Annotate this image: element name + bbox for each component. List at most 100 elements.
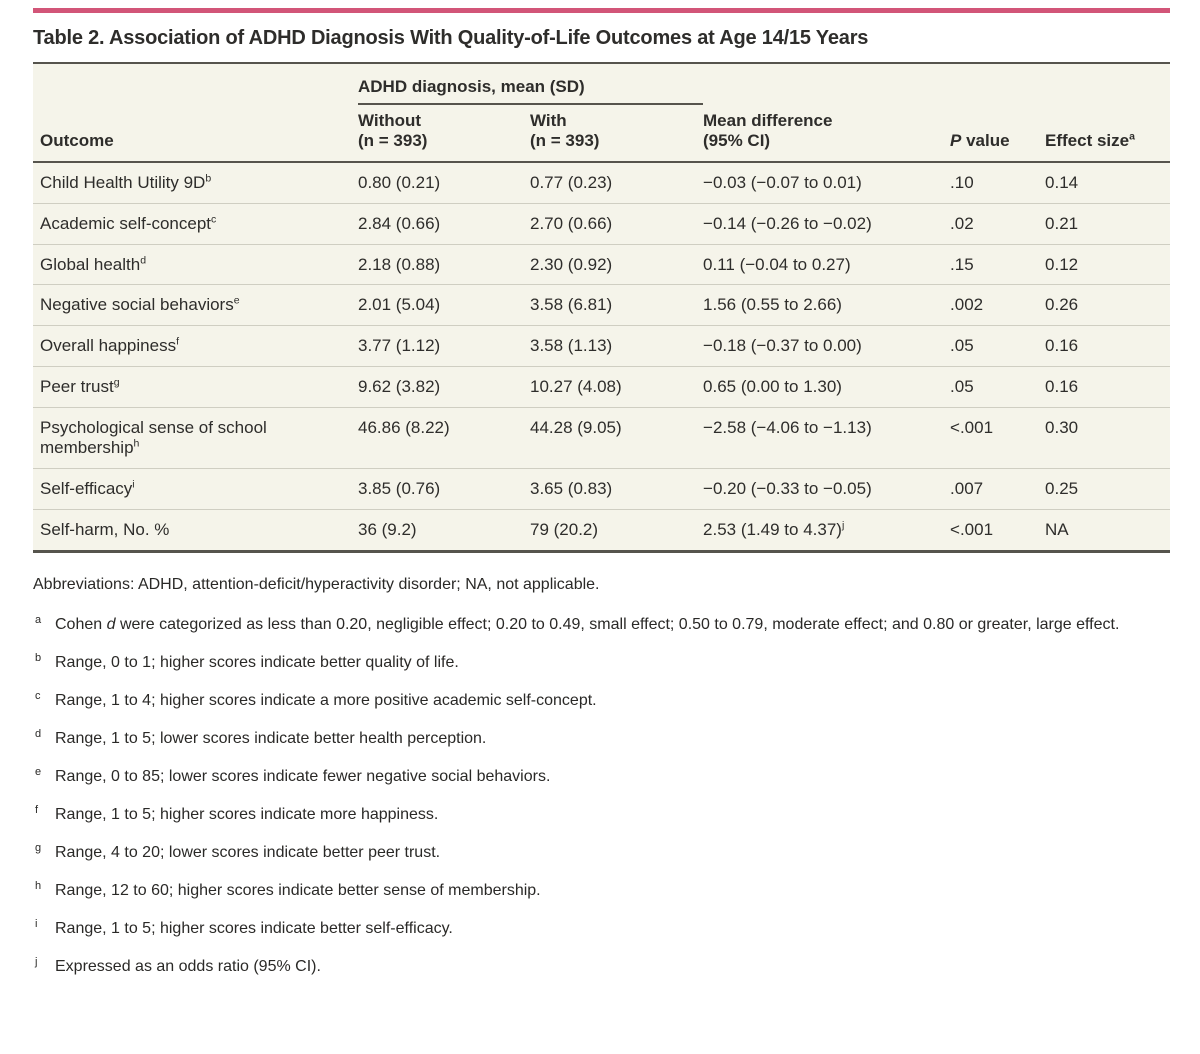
footnote-marker: b [35,651,42,664]
column-header-p-value: P value [950,103,1046,164]
column-header-without: Without (n = 393) [358,103,530,164]
outcome-cell: Self-harm, No. % [33,508,358,552]
mean-difference-cell: 1.56 (0.55 to 2.66) [703,284,951,326]
footnote-marker: f [35,804,39,817]
footnote: j Expressed as an odds ratio (95% CI). [33,956,1188,978]
mean-difference-cell: −0.20 (−0.33 to −0.05) [703,468,951,510]
effect-size-cell: 0.14 [1045,173,1079,193]
footnote: b Range, 0 to 1; higher scores indicate b… [33,652,1188,674]
without-mean-cell: 46.86 (8.22) [358,406,530,469]
without-mean-cell: 2.18 (0.88) [358,243,530,285]
without-mean-cell: 3.77 (1.12) [358,325,530,367]
p-value-cell: .15 [950,243,1046,285]
column-header-effect-size: Effect sizea [1045,103,1171,164]
article-table-block: Table 2. Association of ADHD Diagnosis W… [33,8,1171,978]
p-value-cell: .02 [950,202,1046,245]
outcome-cell: Psychological sense of school membership… [33,406,358,469]
outcome-cell: Child Health Utility 9Db [40,172,212,193]
footnote-marker: g [35,842,42,855]
effect-size-cell: 0.30 [1045,406,1171,469]
table-row: Global healthd 2.18 (0.88) 2.30 (0.92) 0.11… [33,243,1171,285]
footnotes: Abbreviations: ADHD, attention-deficit/h… [33,574,1188,979]
without-mean-cell: 36 (9.2) [358,508,530,552]
p-value-cell: <.001 [950,406,1046,469]
footnote-text: Range, 1 to 5; higher scores indicate be… [55,920,453,938]
footnote-text: Range, 1 to 5; lower scores indicate bet… [55,729,487,747]
abbreviations-note: Abbreviations: ADHD, attention-deficit/h… [33,575,600,593]
footnote-text: Range, 12 to 60; higher scores indicate … [55,882,541,900]
mean-difference-cell: 2.53 (1.49 to 4.37)j [703,508,951,552]
footnote-text: Range, 0 to 85; lower scores indicate fe… [55,767,551,785]
table-row: Negative social behaviorse 2.01 (5.04) 3.5… [33,284,1171,326]
effect-size-cell: 0.21 [1045,202,1171,245]
footnote: c Range, 1 to 4; higher scores indicate a… [33,690,1188,712]
without-mean-cell: 9.62 (3.82) [358,365,530,408]
outcome-cell: Negative social behaviorse [33,284,358,326]
p-value-cell: .05 [950,365,1046,408]
footnote: a Cohen d were categorized as less than 0… [33,614,1188,636]
table-row: Peer trustg 9.62 (3.82) 10.27 (4.08) 0.65 (… [33,365,1171,408]
effect-size-cell: 0.26 [1045,284,1171,326]
spanner-empty-cell [33,63,358,104]
with-mean-cell: 44.28 (9.05) [530,406,704,469]
with-mean-cell: 3.58 (1.13) [530,325,704,367]
column-group-header-adhd-diagnosis: ADHD diagnosis, mean (SD) [358,63,704,105]
effect-size-cell: NA [1045,508,1171,552]
mean-difference-cell: −0.03 (−0.07 to 0.01) [703,173,862,193]
footnote-marker: c [35,689,41,702]
footnote-marker: e [35,765,42,778]
mean-difference-cell: −0.14 (−0.26 to −0.02) [703,202,951,245]
mean-difference-cell: −0.18 (−0.37 to 0.00) [703,325,951,367]
footnote-text: Cohen d were categorized as less than 0.… [55,615,1120,633]
footnote-text: Range, 4 to 20; lower scores indicate be… [55,844,441,862]
footnote-marker: a [35,613,42,626]
with-mean-cell: 79 (20.2) [530,508,704,552]
with-mean-cell: 2.70 (0.66) [530,202,704,245]
table-row: Academic self-conceptc 2.84 (0.66) 2.70 (0… [33,202,1171,245]
footnote-marker: j [35,956,38,969]
outcome-cell: Peer trustg [33,365,358,408]
outcome-cell: Global healthd [33,243,358,285]
without-mean-cell: 2.84 (0.66) [358,202,530,245]
column-header-outcome: Outcome [33,103,358,164]
footnote: d Range, 1 to 5; lower scores indicate be… [33,728,1188,750]
outcome-cell: Overall happinessf [33,325,358,367]
footnote: i Range, 1 to 5; higher scores indicate b… [33,918,1188,940]
effect-size-cell: 0.16 [1045,325,1171,367]
p-value-cell: .007 [950,468,1046,510]
column-header-mean-difference: Mean difference (95% CI) [703,103,951,164]
footnote-text: Range, 1 to 5; higher scores indicate mo… [55,806,439,824]
footnote-marker: i [35,918,38,931]
table-header: ADHD diagnosis, mean (SD) Outcome Withou… [33,63,1171,164]
mean-difference-cell: −2.58 (−4.06 to −1.13) [703,406,951,469]
column-header-with: With (n = 393) [530,103,704,164]
mean-difference-cell: 0.65 (0.00 to 1.30) [703,365,951,408]
footnote-marker: d [35,727,42,740]
p-value-cell: .05 [950,325,1046,367]
footnote: e Range, 0 to 85; lower scores indicate f… [33,766,1188,788]
with-mean-cell: 0.77 (0.23) [530,173,613,193]
footnote-text: Range, 1 to 4; higher scores indicate a … [55,691,597,709]
without-mean-cell: 2.01 (5.04) [358,284,530,326]
effect-size-cell: 0.16 [1045,365,1171,408]
column-header-row: Outcome Without (n = 393) With (n = 393)… [33,103,1171,164]
with-mean-cell: 3.65 (0.83) [530,468,704,510]
accent-bar [33,8,1170,13]
footnote-list: a Cohen d were categorized as less than 0… [33,614,1188,979]
table-row: Self-efficacyi 3.85 (0.76) 3.65 (0.83) −0.2… [33,468,1171,510]
table-row: Overall happinessf 3.77 (1.12) 3.58 (1.13)… [33,325,1171,367]
with-mean-cell: 3.58 (6.81) [530,284,704,326]
table-title: Table 2. Association of ADHD Diagnosis W… [33,27,869,49]
footnote-marker: h [35,880,42,893]
without-mean-cell: 0.80 (0.21) [358,173,441,193]
p-value-cell: .002 [950,284,1046,326]
spanner-row: ADHD diagnosis, mean (SD) [33,63,1170,105]
footnote: g Range, 4 to 20; lower scores indicate b… [33,842,1188,864]
footnote: f Range, 1 to 5; higher scores indicate m… [33,804,1188,826]
spanner-empty-cell [703,63,1170,104]
table-row: Child Health Utility 9Db 0.80 (0.21) 0.77 … [33,162,1170,203]
with-mean-cell: 2.30 (0.92) [530,243,704,285]
outcome-cell: Self-efficacyi [33,468,358,510]
footnote-text: Expressed as an odds ratio (95% CI). [55,958,321,976]
